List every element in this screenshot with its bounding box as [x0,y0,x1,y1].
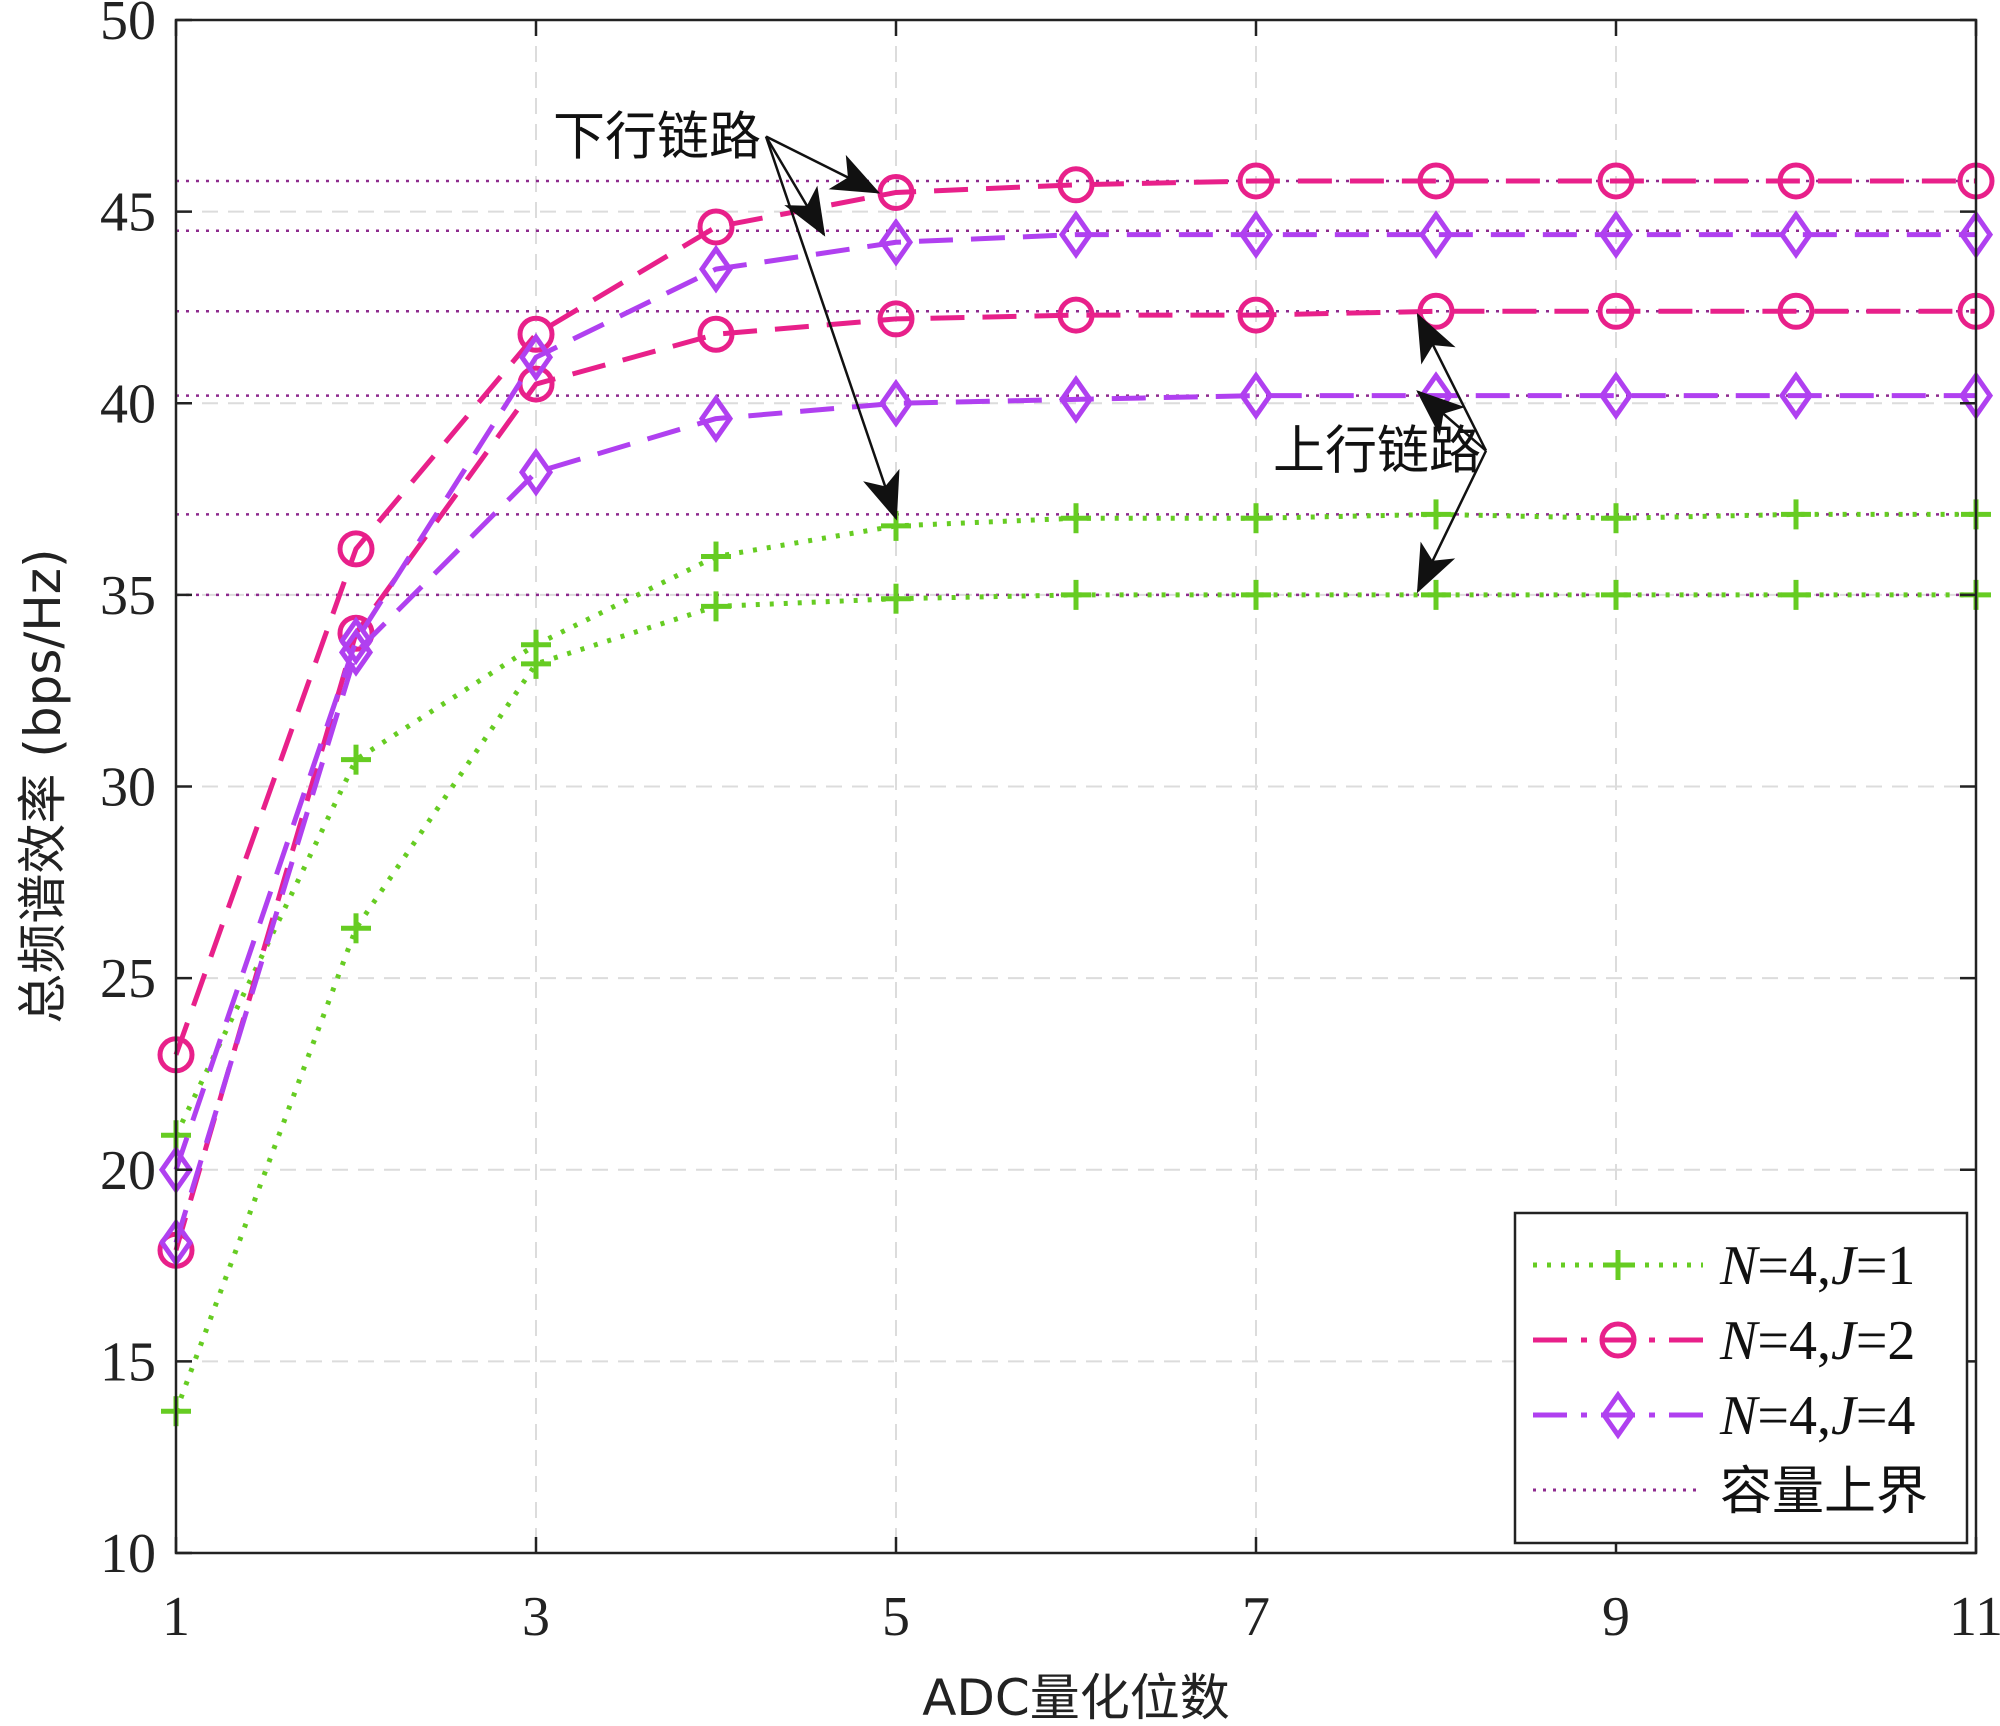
data-point-circle [1417,162,1455,200]
data-point-diamond [338,628,374,677]
data-point-plus [1601,579,1631,610]
data-point-diamond [518,332,554,382]
data-point-circle [1777,162,1815,200]
data-point-circle [1597,162,1635,200]
data-point-plus [1601,503,1631,534]
legend-box [1513,1211,1969,1545]
data-point-diamond [1600,1390,1636,1440]
y-tick-label: 50 [100,0,156,52]
data-point-plus [1061,503,1091,534]
x-axis-label: ADC量化位数 [922,1669,1230,1726]
data-point-plus [1603,1250,1633,1280]
series-line [173,592,1976,1413]
y-tick-label: 45 [100,182,156,244]
data-point-circle [517,315,555,353]
legend-item: N=4,J=4 [1533,1385,1915,1447]
data-point-plus [881,583,911,614]
data-point-diamond [1778,210,1814,259]
annotation-arrow [1416,390,1487,452]
data-point-plus [1241,579,1271,610]
x-tick-label: 7 [1242,1586,1270,1648]
series-line [173,393,1976,1244]
annotation-label: 下行链路 [553,107,761,167]
data-point-plus [1781,579,1811,610]
data-point-diamond [518,447,554,497]
annotation-arrow [764,135,826,237]
data-point-plus [341,913,371,944]
series-line [173,178,1976,1056]
annotation-arrow [1416,450,1488,594]
data-point-diamond [1058,375,1094,424]
data-point-circle [877,300,915,338]
data-point-plus [1061,579,1091,610]
legend-label: N=4,J=4 [1719,1385,1915,1447]
data-point-diamond [1598,210,1634,259]
data-point-diamond [338,616,374,666]
data-point-diamond [878,378,914,428]
y-axis-label: 总频谱效率 (bps/Hz) [14,548,72,1023]
x-tick-label: 11 [1949,1586,2000,1648]
data-point-diamond [1778,371,1814,420]
data-point-circle [697,208,735,246]
x-tick-label: 1 [162,1586,190,1648]
data-point-plus [1241,503,1271,534]
data-point-circle [1237,162,1275,200]
legend-item: N=4,J=1 [1533,1235,1915,1297]
data-point-circle [697,315,735,353]
series-line [173,232,1976,1171]
data-point-plus [521,648,551,679]
data-point-diamond [878,217,914,267]
annotation-arrow [764,136,900,521]
legend-label: N=4,J=1 [1719,1235,1915,1297]
data-point-diamond [698,394,734,443]
data-point-diamond [1598,371,1634,420]
data-point-circle [1057,166,1095,204]
y-tick-label: 10 [100,1523,156,1585]
legend-item: 容量上界 [1533,1462,1928,1522]
data-point-diamond [1418,210,1454,259]
legend: N=4,J=1 N=4,J=2 N=4,J=4 容量上界 [1513,1211,1969,1545]
data-point-diamond [1238,371,1274,420]
data-point-circle [1237,296,1275,334]
data-point-plus [701,591,731,622]
series-downlink-0 [161,499,1991,1151]
annotation-arrow [765,135,881,194]
data-point-plus [1781,499,1811,530]
x-tick-label: 5 [882,1586,910,1648]
y-tick-label: 30 [100,757,156,819]
data-point-plus [341,744,371,775]
annotation-label: 上行链路 [1273,422,1481,482]
data-point-circle [1777,292,1815,330]
data-point-plus [1421,499,1451,530]
data-series [157,162,1995,1427]
x-tick-label: 9 [1602,1586,1630,1648]
y-tick-label: 15 [100,1331,156,1393]
data-point-plus [701,541,731,572]
y-tick-label: 40 [100,373,156,435]
data-point-plus [1421,579,1451,610]
x-tick-label: 3 [522,1586,550,1648]
legend-label: N=4,J=2 [1719,1310,1915,1372]
series-uplink-1 [157,292,1995,1269]
data-point-circle [1599,1321,1637,1359]
annotation-arrow [1416,312,1488,452]
series-line [173,308,1976,1251]
data-point-diamond [1058,210,1094,259]
y-tick-label: 35 [100,565,156,627]
series-downlink-2 [158,210,1994,1195]
data-point-circle [1597,292,1635,330]
data-point-circle [1057,296,1095,334]
data-point-diamond [1238,210,1274,259]
data-point-diamond [698,244,734,294]
legend-item: N=4,J=2 [1533,1310,1915,1372]
y-tick-label: 20 [100,1140,156,1202]
legend-label: 容量上界 [1720,1462,1928,1522]
y-tick-label: 25 [100,948,156,1010]
data-point-circle [337,530,375,568]
